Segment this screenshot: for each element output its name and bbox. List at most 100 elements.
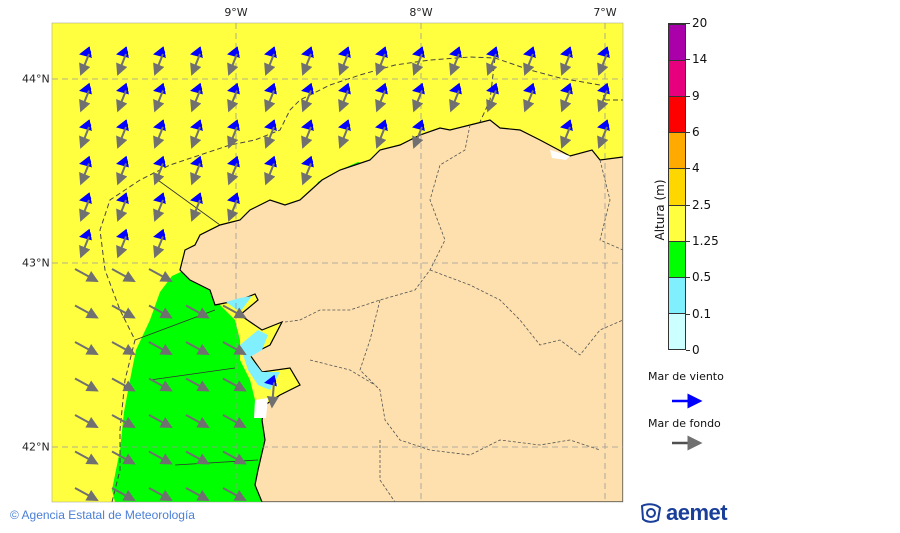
footer-text: Agencia Estatal de Meteorología [21, 508, 195, 522]
colorbar-tick-label: 6 [692, 125, 700, 139]
wind-sea-arrow [190, 46, 203, 58]
swell-arrow [153, 199, 165, 222]
wind-sea-arrow [79, 155, 92, 168]
colorbar-segment [669, 96, 685, 133]
wind-sea-arrow [264, 46, 277, 58]
lon-label: 8°W [409, 6, 433, 19]
swell-arrow [523, 90, 535, 113]
swell-arrow [74, 341, 99, 355]
swell-arrow [116, 53, 128, 76]
colorbar-tick-mark [686, 204, 690, 206]
swell-arrow [153, 126, 165, 149]
swell-arrow [227, 90, 239, 113]
aemet-logo: aemet [640, 500, 728, 526]
swell-arrow [227, 53, 239, 76]
swell-arrow [148, 487, 173, 501]
swell-arrow [116, 199, 128, 222]
swell-arrow [148, 450, 173, 465]
wind-sea-arrow [301, 82, 314, 95]
wind-sea-arrow [227, 119, 240, 131]
aemet-logo-icon [640, 503, 662, 523]
swell-arrow [375, 90, 387, 113]
colorbar-tick-mark [686, 95, 690, 97]
land [179, 119, 623, 502]
swell-arrow [227, 163, 239, 186]
swell-arrow [486, 53, 498, 76]
swell-arrow [301, 53, 313, 76]
colorbar-tick-mark [686, 59, 690, 61]
swell-arrow [185, 377, 210, 392]
swell-arrow [190, 90, 202, 113]
wind-sea-arrow [227, 82, 240, 95]
colorbar-tick-mark [686, 350, 690, 351]
wind-sea-arrow [153, 155, 166, 168]
swell-arrow [190, 199, 202, 222]
swell-arrow [222, 304, 247, 319]
aemet-logo-text: aemet [666, 500, 728, 525]
swell-arrow [412, 126, 424, 149]
wind-sea-arrow [153, 192, 166, 204]
colorbar-tick-label: 20 [692, 16, 708, 30]
swell-arrow [148, 377, 173, 392]
wind-sea-arrow [116, 228, 129, 241]
swell-arrow [79, 126, 91, 149]
colorbar [668, 23, 686, 350]
swell-arrow [338, 126, 350, 149]
wind-sea-arrow [597, 119, 610, 131]
wind-sea-arrow [375, 119, 388, 131]
wind-sea-arrow [153, 119, 166, 131]
colorbar-tick-label: 1.25 [692, 234, 719, 248]
wind-sea-arrow [449, 82, 462, 95]
colorbar-tick-label: 2.5 [692, 197, 712, 212]
swell-arrow [185, 341, 210, 355]
colorbar-title: Altura (m) [653, 179, 667, 241]
swell-arrow [185, 487, 210, 501]
colorbar-tick-mark [686, 168, 690, 170]
wind-sea-arrow [301, 119, 314, 131]
wind-sea-arrow [190, 155, 203, 168]
swell-arrow [264, 126, 276, 149]
swell-arrow [148, 341, 173, 355]
wind-sea-arrow [486, 46, 499, 58]
wind-sea-arrow [116, 119, 129, 131]
wind-sea-arrow [412, 46, 425, 58]
swell-arrow [79, 90, 91, 113]
wind-sea-arrow [560, 82, 573, 95]
wind-sea-arrow [227, 192, 240, 204]
wind-sea-arrow [523, 82, 536, 95]
swell-arrow [190, 163, 202, 186]
colorbar-segment [669, 312, 685, 349]
swell-arrow [111, 341, 136, 355]
swell-arrow [79, 53, 91, 76]
swell-arrow [375, 53, 387, 76]
wind-sea-arrow [116, 155, 129, 168]
swell-arrow [74, 268, 99, 282]
wind-sea-arrow [227, 46, 240, 58]
wind-sea-arrow [153, 46, 166, 58]
wind-sea-arrow [412, 119, 425, 131]
swell-arrow [153, 236, 165, 259]
lat-label: 43°N [22, 256, 50, 270]
wind-sea-arrow [597, 82, 610, 95]
swell-arrow [222, 377, 247, 392]
swell-arrow [148, 414, 173, 428]
swell-arrow [79, 236, 91, 259]
swell-arrow [338, 90, 350, 113]
wind-sea-arrow [79, 192, 92, 204]
swell-arrow [74, 487, 99, 501]
colorbar-tick-mark [686, 241, 690, 242]
coast-white-1 [254, 398, 268, 418]
swell-arrow [560, 53, 572, 76]
swell-arrow [190, 126, 202, 149]
swell-arrow [74, 414, 99, 428]
swell-arrow [597, 126, 609, 149]
swell-arrow [375, 126, 387, 149]
swell-arrow [301, 163, 313, 186]
swell-arrow [560, 90, 572, 113]
swell-arrow [185, 414, 210, 428]
wind-sea-arrow [190, 192, 203, 204]
colorbar-tick-label: 0 [692, 343, 700, 357]
swell-arrow [412, 53, 424, 76]
wind-sea-arrow [375, 82, 388, 95]
